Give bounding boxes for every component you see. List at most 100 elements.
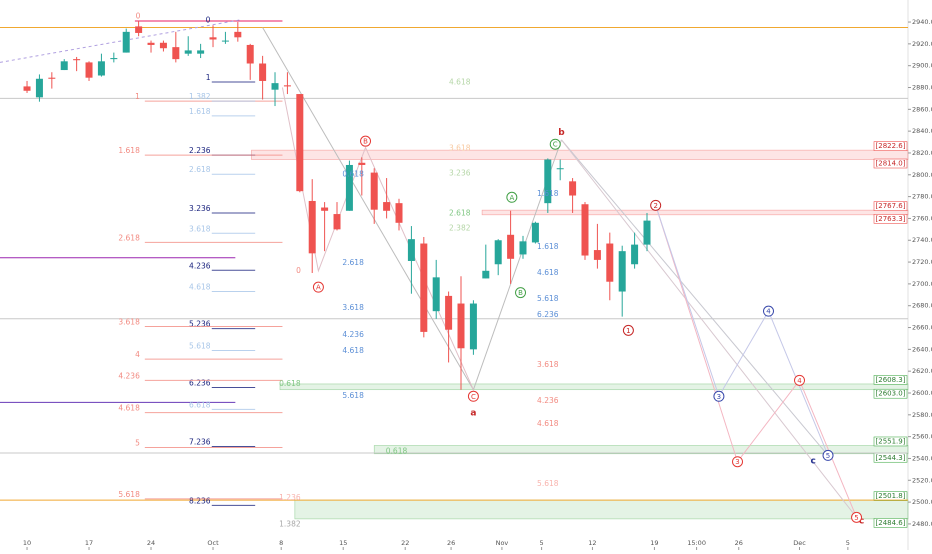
y-tick-label: 2940.0 — [912, 18, 932, 26]
fib-label: 5 — [135, 439, 140, 448]
fib-label: 1 — [135, 92, 140, 101]
fib-label: 1.382 — [189, 92, 211, 101]
y-tick-label: 2780.0 — [912, 193, 932, 201]
y-tick-label: 2880.0 — [912, 84, 932, 92]
fib-label: 7.236 — [189, 437, 211, 446]
price-label: [2767.6] — [876, 202, 906, 210]
y-tick-label: 2860.0 — [912, 105, 932, 113]
candle-body — [358, 162, 366, 165]
x-tick-label: 19 — [650, 539, 658, 547]
candle-body — [531, 222, 539, 243]
candle-body — [581, 204, 589, 256]
candle-body — [370, 172, 378, 210]
wave-marker — [732, 456, 744, 468]
annotation: 4.618 — [449, 78, 471, 87]
candle-body — [544, 159, 552, 204]
candle-body — [147, 42, 155, 45]
candle-body — [345, 164, 353, 211]
x-tick-label: Nov — [496, 539, 509, 547]
annotation: 4.236 — [537, 396, 559, 405]
candle-body — [197, 50, 205, 54]
wave-line — [561, 139, 857, 518]
x-tick-label: 5 — [540, 539, 544, 547]
candle-body — [321, 207, 329, 211]
annotation: 1.236 — [279, 493, 301, 502]
annotation: 2.382 — [449, 224, 471, 233]
candle-body — [159, 42, 167, 49]
candle-body — [457, 303, 465, 349]
wave-label: A — [316, 284, 321, 292]
fib-label: 5.618 — [118, 490, 140, 499]
x-tick-label: 24 — [147, 539, 155, 547]
y-tick-label: 2500.0 — [912, 498, 932, 506]
fib-label: 5.236 — [189, 320, 211, 329]
fib-label: 8.236 — [189, 496, 211, 505]
fib-label: 6.236 — [189, 379, 211, 388]
fib-label: 1.618 — [118, 146, 140, 155]
annotation: 0.618 — [279, 379, 301, 388]
wave-marker — [713, 390, 725, 402]
fib-label: 4.236 — [189, 261, 211, 270]
price-label-box — [873, 388, 908, 399]
candle-body — [631, 244, 639, 265]
y-tick-label: 2900.0 — [912, 62, 932, 70]
x-tick-label: 8 — [279, 539, 283, 547]
price-label: [2608.3] — [876, 376, 906, 384]
price-label-box — [873, 158, 908, 169]
annotation: 5.618 — [537, 294, 559, 303]
y-tick-label: 2760.0 — [912, 214, 932, 222]
price-label: [2822.6] — [876, 142, 906, 150]
annotation: 3.236 — [449, 169, 471, 178]
x-tick-label: 12 — [588, 539, 596, 547]
annotation: a — [470, 409, 476, 419]
wave-label: A — [509, 194, 514, 202]
candle-body — [494, 240, 502, 265]
fib-label: 1.618 — [189, 107, 211, 116]
annotation: 2.618 — [449, 209, 471, 218]
annotation: 3.618 — [449, 144, 471, 153]
wave-label: 3 — [735, 458, 739, 466]
annotation: 5.618 — [342, 391, 364, 400]
annotation: 0 — [136, 12, 141, 21]
x-tick-label: 17 — [85, 539, 93, 547]
candle-body — [432, 277, 440, 312]
x-tick-label: 10 — [23, 539, 31, 547]
candle-body — [122, 31, 130, 53]
candle-body — [618, 251, 626, 292]
candle-body — [519, 241, 527, 255]
wave-label: 5 — [854, 514, 858, 522]
annotation: 1.618 — [537, 189, 559, 198]
wave-label: B — [363, 138, 368, 146]
annotation: 3.618 — [342, 303, 364, 312]
candle-body — [407, 239, 415, 261]
candle-body — [221, 40, 229, 42]
wave-marker — [312, 281, 324, 293]
candle-body — [482, 270, 490, 279]
wave-label: B — [518, 289, 523, 297]
candle-body — [184, 50, 192, 54]
wave-label: 2 — [653, 202, 657, 210]
candle-body — [60, 61, 68, 71]
candle-body — [606, 243, 614, 282]
zone — [294, 499, 909, 520]
price-label-box — [873, 518, 908, 528]
zone — [481, 209, 909, 216]
candle-body — [643, 220, 651, 245]
fib-label: 3.236 — [189, 204, 211, 213]
candle-body — [593, 250, 601, 260]
y-tick-label: 2560.0 — [912, 433, 932, 441]
candle-body — [85, 62, 93, 78]
wave-label: 4 — [766, 308, 771, 316]
candle-body — [209, 37, 217, 40]
price-label: [2544.3] — [876, 454, 906, 462]
annotation: 2.618 — [342, 258, 364, 267]
candle-body — [97, 61, 105, 76]
x-tick-label: Dec — [793, 539, 806, 547]
zone — [373, 445, 909, 455]
wave-label: 4 — [797, 377, 802, 385]
candle-body — [333, 214, 341, 230]
annotation: 0 — [206, 15, 211, 24]
price-label: [2501.8] — [876, 492, 906, 500]
annotation: 1.618 — [537, 242, 559, 251]
